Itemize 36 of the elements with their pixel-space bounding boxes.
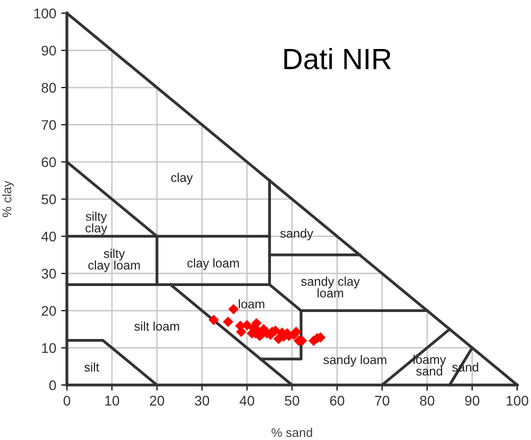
annotation: silty clay loam <box>88 248 140 272</box>
y-tick-label: 80 <box>42 82 56 93</box>
annotation: clay loam <box>187 258 239 270</box>
annotation: loam <box>238 299 264 308</box>
y-tick-label: 90 <box>42 46 56 56</box>
y-tick-label: 60 <box>42 157 56 168</box>
annotation: sandy clay loam <box>301 276 360 298</box>
x-tick-label: 100 <box>506 396 528 406</box>
x-axis-title: % sand <box>272 428 312 437</box>
annotation: clay <box>171 172 193 184</box>
x-tick-label: 40 <box>240 396 254 406</box>
y-tick-label: 10 <box>42 343 56 353</box>
x-tick-label: 70 <box>375 396 390 406</box>
x-tick-label: 60 <box>330 396 344 406</box>
annotation: sandy loam <box>323 355 386 367</box>
text: Dati NIR <box>284 48 391 70</box>
x-tick-label: 10 <box>105 396 120 406</box>
y-tick-label: 100 <box>34 8 56 18</box>
y-tick-label: 30 <box>42 268 56 279</box>
y-tick-label: 20 <box>42 306 56 316</box>
annotation: silty clay <box>86 212 108 235</box>
x-tick-label: 30 <box>194 396 210 406</box>
y-tick-label: 40 <box>41 232 56 242</box>
y-axis-title: % clay <box>2 180 14 218</box>
y-tick-label: 0 <box>49 380 56 390</box>
annotation: loamy sand <box>414 354 446 376</box>
x-tick-label: 20 <box>150 396 164 406</box>
annotation: sandy <box>280 228 314 240</box>
x-tick-label: 50 <box>284 396 300 406</box>
annotation: silt loam <box>134 322 180 331</box>
y-tick-label: 70 <box>42 120 56 130</box>
x-tick-label: 0 <box>64 396 70 406</box>
x-tick-label: 80 <box>420 396 434 406</box>
annotation: silt <box>84 362 100 372</box>
x-tick-label: 90 <box>465 396 480 406</box>
y-tick-label: 50 <box>42 194 56 204</box>
